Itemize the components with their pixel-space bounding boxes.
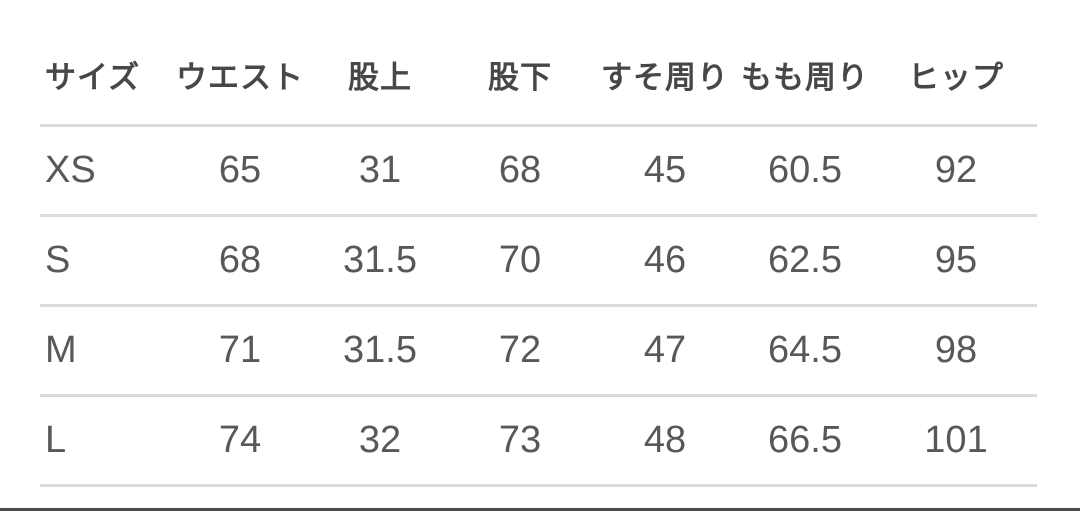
column-header-waist: ウエスト: [176, 59, 304, 95]
table-cell-inseam: 68: [498, 148, 542, 191]
column-header-size: サイズ: [45, 59, 141, 95]
size-label: S: [45, 238, 71, 281]
table-cell-waist: 65: [218, 148, 262, 191]
table-cell-thigh: 64.5: [768, 328, 842, 371]
size-chart-table: サイズ ウエスト 股上 股下 すそ周り もも周り ヒップ XS 65 31 68…: [40, 0, 1037, 487]
bottom-divider: [0, 508, 1080, 511]
table-cell-rise: 31.5: [343, 328, 417, 371]
size-label: L: [45, 418, 67, 461]
table-row-s: S 68 31.5 70 46 62.5 95: [40, 215, 1037, 305]
table-cell-hip: 92: [934, 148, 978, 191]
column-header-inseam: 股下: [488, 59, 552, 95]
column-header-hem: すそ周り: [601, 59, 729, 95]
table-row-m: M 71 31.5 72 47 64.5 98: [40, 305, 1037, 395]
table-cell-rise: 32: [358, 418, 402, 461]
table-cell-thigh: 60.5: [768, 148, 842, 191]
table-cell-hip: 95: [934, 238, 978, 281]
table-cell-hem: 46: [643, 238, 687, 281]
table-cell-waist: 68: [218, 238, 262, 281]
table-cell-rise: 31.5: [343, 238, 417, 281]
table-cell-hem: 48: [643, 418, 687, 461]
table-cell-hem: 45: [643, 148, 687, 191]
table-cell-inseam: 72: [498, 328, 542, 371]
column-header-thigh: もも周り: [741, 59, 869, 95]
size-chart-header: サイズ ウエスト 股上 股下 すそ周り もも周り ヒップ: [40, 0, 1037, 125]
column-header-hip: ヒップ: [908, 59, 1004, 95]
table-cell-waist: 74: [218, 418, 262, 461]
table-row-l: L 74 32 73 48 66.5 101: [40, 395, 1037, 485]
header-row: サイズ ウエスト 股上 股下 すそ周り もも周り ヒップ: [40, 0, 1037, 125]
table-cell-hip: 101: [924, 418, 988, 461]
table-cell-waist: 71: [218, 328, 262, 371]
table-cell-inseam: 70: [498, 238, 542, 281]
column-header-rise: 股上: [348, 59, 412, 95]
table-cell-inseam: 73: [498, 418, 542, 461]
size-label: XS: [45, 148, 96, 191]
table-cell-thigh: 62.5: [768, 238, 842, 281]
size-label: M: [45, 328, 77, 371]
size-chart-body: XS 65 31 68 45 60.5 92 S 68 31.5 70 46 6…: [40, 125, 1037, 485]
table-cell-hem: 47: [643, 328, 687, 371]
table-cell-hip: 98: [934, 328, 978, 371]
table-cell-thigh: 66.5: [768, 418, 842, 461]
table-cell-rise: 31: [358, 148, 402, 191]
table-row-xs: XS 65 31 68 45 60.5 92: [40, 125, 1037, 215]
